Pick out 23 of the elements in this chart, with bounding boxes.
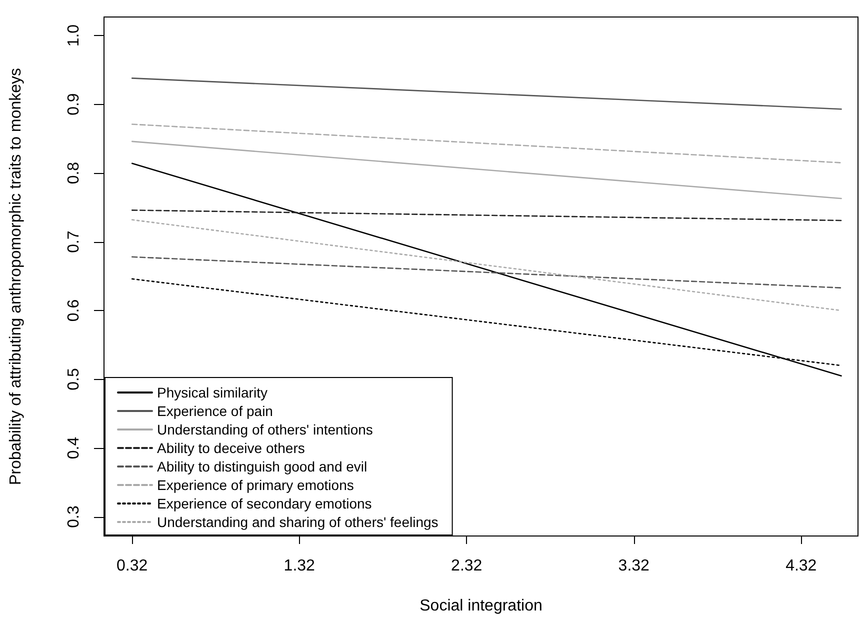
x-tick-label: 0.32	[116, 558, 148, 574]
x-tick-label: 2.32	[451, 558, 482, 574]
legend-label: Ability to deceive others	[157, 440, 305, 456]
x-axis-title: Social integration	[420, 598, 542, 614]
legend-label: Experience of secondary emotions	[157, 496, 372, 512]
x-tick-label: 4.32	[786, 558, 817, 574]
legend-label: Experience of pain	[157, 403, 273, 419]
legend-label: Physical similarity	[157, 384, 268, 400]
legend-label: Understanding and sharing of others' feelings	[157, 514, 438, 530]
y-axis-title: Probability of attributing anthropomorphic traits to monkeys	[8, 68, 24, 486]
y-tick-label: 0.7	[66, 230, 82, 253]
y-tick-label: 0.9	[66, 93, 82, 116]
x-tick-label: 3.32	[618, 558, 650, 574]
y-tick-label: 0.8	[66, 162, 82, 184]
legend-label: Experience of primary emotions	[157, 477, 354, 493]
y-tick-label: 0.6	[66, 299, 82, 322]
x-tick-label: 1.32	[284, 558, 316, 574]
legend-label: Understanding of others' intentions	[157, 422, 373, 438]
legend-label: Ability to distinguish good and evil	[157, 458, 368, 474]
y-tick-label: 0.3	[66, 506, 82, 528]
y-tick-label: 1.0	[66, 24, 82, 47]
y-tick-label: 0.5	[66, 368, 82, 390]
y-tick-label: 0.4	[66, 436, 82, 460]
